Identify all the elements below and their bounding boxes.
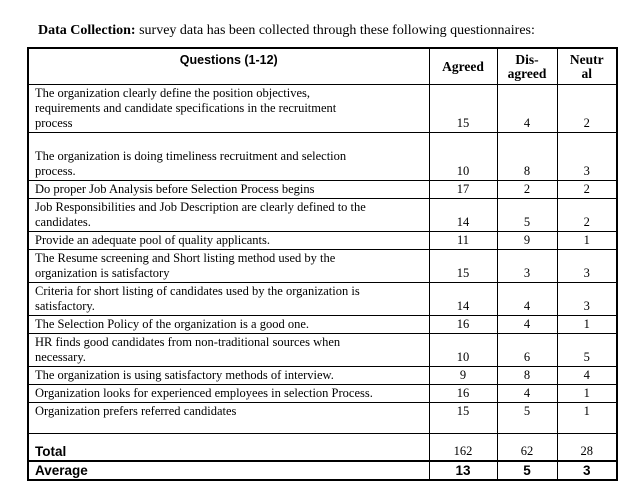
disagreed-count-cell: 9 — [496, 231, 558, 250]
agreed-count-cell: 17 — [428, 180, 498, 199]
col-header-neutral: Neutr al — [556, 47, 618, 85]
disagreed-count-cell: 5 — [496, 402, 558, 434]
question-cell: Organization looks for experienced emplo… — [27, 384, 430, 403]
question-cell: Job Responsibilities and Job Description… — [27, 198, 430, 232]
agreed-count-cell: 11 — [428, 231, 498, 250]
question-cell: Criteria for short listing of candidates… — [27, 282, 430, 316]
neutral-count-cell: 3 — [556, 249, 618, 283]
question-cell: The Selection Policy of the organization… — [27, 315, 430, 334]
survey-results-table: Questions (1-12) Agreed Dis-agreed Neutr… — [27, 47, 618, 481]
average-agreed-value: 13 — [428, 460, 498, 481]
disagreed-count-cell: 6 — [496, 333, 558, 367]
agreed-count-cell: 10 — [428, 333, 498, 367]
disagreed-count-cell: 4 — [496, 315, 558, 334]
question-cell: The Resume screening and Short listing m… — [27, 249, 430, 283]
average-disagreed-value: 5 — [496, 460, 558, 481]
question-cell: Do proper Job Analysis before Selection … — [27, 180, 430, 199]
disagreed-count-cell: 2 — [496, 180, 558, 199]
table-header: Questions (1-12) Agreed Dis-agreed Neutr… — [27, 47, 618, 85]
table-body: The organization clearly define the posi… — [27, 84, 618, 434]
question-row: Job Responsibilities and Job Description… — [27, 198, 618, 232]
agreed-count-cell: 10 — [428, 132, 498, 181]
total-row: Total 162 62 28 — [27, 433, 618, 462]
neutral-count-cell: 2 — [556, 84, 618, 133]
question-row: Criteria for short listing of candidates… — [27, 282, 618, 316]
agreed-count-cell: 15 — [428, 84, 498, 133]
col-header-agreed: Agreed — [428, 47, 498, 85]
neutral-count-cell: 2 — [556, 180, 618, 199]
question-row: Organization prefers referred candidates… — [27, 402, 618, 434]
question-row: The organization clearly define the posi… — [27, 84, 618, 133]
table-footer: Total 162 62 28 Average 13 5 3 — [27, 433, 618, 481]
disagreed-count-cell: 5 — [496, 198, 558, 232]
neutral-count-cell: 3 — [556, 132, 618, 181]
total-disagreed-value: 62 — [496, 433, 558, 462]
disagreed-count-cell: 4 — [496, 282, 558, 316]
agreed-count-cell: 14 — [428, 282, 498, 316]
question-cell: The organization is doing timeliness rec… — [27, 132, 430, 181]
question-row: The Selection Policy of the organization… — [27, 315, 618, 334]
agreed-count-cell: 15 — [428, 402, 498, 434]
question-row: Do proper Job Analysis before Selection … — [27, 180, 618, 199]
question-cell: HR finds good candidates from non-tradit… — [27, 333, 430, 367]
intro-lead: Data Collection: — [38, 23, 136, 38]
col-header-disagreed: Dis-agreed — [496, 47, 558, 85]
neutral-count-cell: 4 — [556, 366, 618, 385]
neutral-count-cell: 5 — [556, 333, 618, 367]
total-agreed-value: 162 — [428, 433, 498, 462]
neutral-count-cell: 1 — [556, 315, 618, 334]
question-cell: The organization is using satisfactory m… — [27, 366, 430, 385]
question-row: The Resume screening and Short listing m… — [27, 249, 618, 283]
average-label: Average — [27, 460, 430, 481]
question-cell: Organization prefers referred candidates — [27, 402, 430, 434]
question-row: Provide an adequate pool of quality appl… — [27, 231, 618, 250]
question-row: The organization is doing timeliness rec… — [27, 132, 618, 181]
agreed-count-cell: 16 — [428, 315, 498, 334]
question-row: The organization is using satisfactory m… — [27, 366, 618, 385]
neutral-count-cell: 1 — [556, 402, 618, 434]
disagreed-count-cell: 4 — [496, 84, 558, 133]
intro-rest: survey data has been collected through t… — [135, 23, 535, 38]
agreed-count-cell: 14 — [428, 198, 498, 232]
agreed-count-cell: 9 — [428, 366, 498, 385]
question-cell: The organization clearly define the posi… — [27, 84, 430, 133]
total-label: Total — [27, 433, 430, 462]
disagreed-count-cell: 8 — [496, 132, 558, 181]
average-neutral-value: 3 — [556, 460, 618, 481]
neutral-count-cell: 1 — [556, 384, 618, 403]
total-neutral-value: 28 — [556, 433, 618, 462]
neutral-count-cell: 3 — [556, 282, 618, 316]
question-row: HR finds good candidates from non-tradit… — [27, 333, 618, 367]
disagreed-count-cell: 8 — [496, 366, 558, 385]
agreed-count-cell: 16 — [428, 384, 498, 403]
question-cell: Provide an adequate pool of quality appl… — [27, 231, 430, 250]
col-header-questions: Questions (1-12) — [27, 47, 430, 85]
disagreed-count-cell: 4 — [496, 384, 558, 403]
average-row: Average 13 5 3 — [27, 460, 618, 481]
question-row: Organization looks for experienced emplo… — [27, 384, 618, 403]
neutral-count-cell: 1 — [556, 231, 618, 250]
neutral-count-cell: 2 — [556, 198, 618, 232]
intro-text: Data Collection: survey data has been co… — [38, 22, 624, 40]
disagreed-count-cell: 3 — [496, 249, 558, 283]
header-row: Questions (1-12) Agreed Dis-agreed Neutr… — [27, 47, 618, 85]
agreed-count-cell: 15 — [428, 249, 498, 283]
